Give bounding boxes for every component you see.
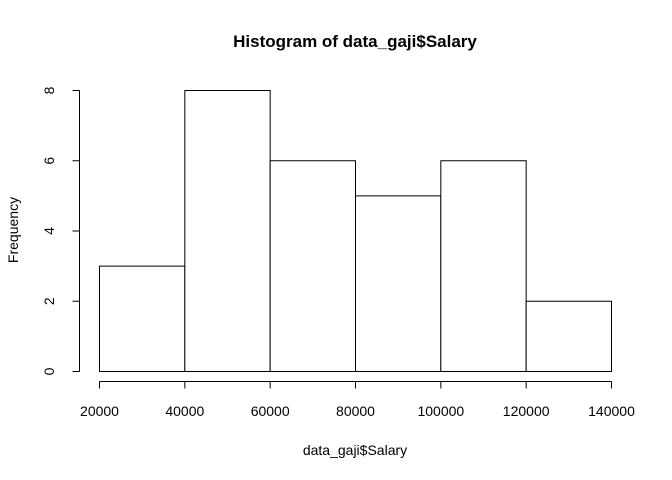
y-tick-label: 6	[41, 157, 57, 165]
bars-group	[99, 90, 613, 372]
x-tick-label: 80000	[336, 403, 375, 419]
histogram-bar-0	[99, 265, 186, 372]
x-tick-label: 140000	[588, 403, 635, 419]
histogram-bar-5	[525, 300, 613, 372]
x-axis-label: data_gaji$Salary	[303, 442, 407, 458]
y-tick-label: 8	[41, 86, 57, 94]
chart-title: Histogram of data_gaji$Salary	[233, 32, 477, 51]
histogram-bar-3	[355, 195, 442, 372]
x-tick-label: 100000	[417, 403, 464, 419]
histogram-bar-4	[440, 160, 527, 372]
histogram-bar-2	[269, 160, 356, 372]
x-tick-label: 60000	[251, 403, 290, 419]
y-tick-label: 4	[41, 227, 57, 235]
y-axis-label: Frequency	[5, 197, 21, 263]
x-tick-label: 120000	[503, 403, 550, 419]
x-tick-label: 20000	[80, 403, 119, 419]
x-axis: 20000 40000 60000 80000 100000 120000 140000	[80, 381, 635, 419]
x-tick-label: 40000	[165, 403, 204, 419]
histogram-bar-1	[184, 90, 271, 372]
y-axis: 0 2 4 6 8	[41, 86, 80, 375]
y-tick-label: 0	[41, 367, 57, 375]
y-tick-label: 2	[41, 297, 57, 305]
